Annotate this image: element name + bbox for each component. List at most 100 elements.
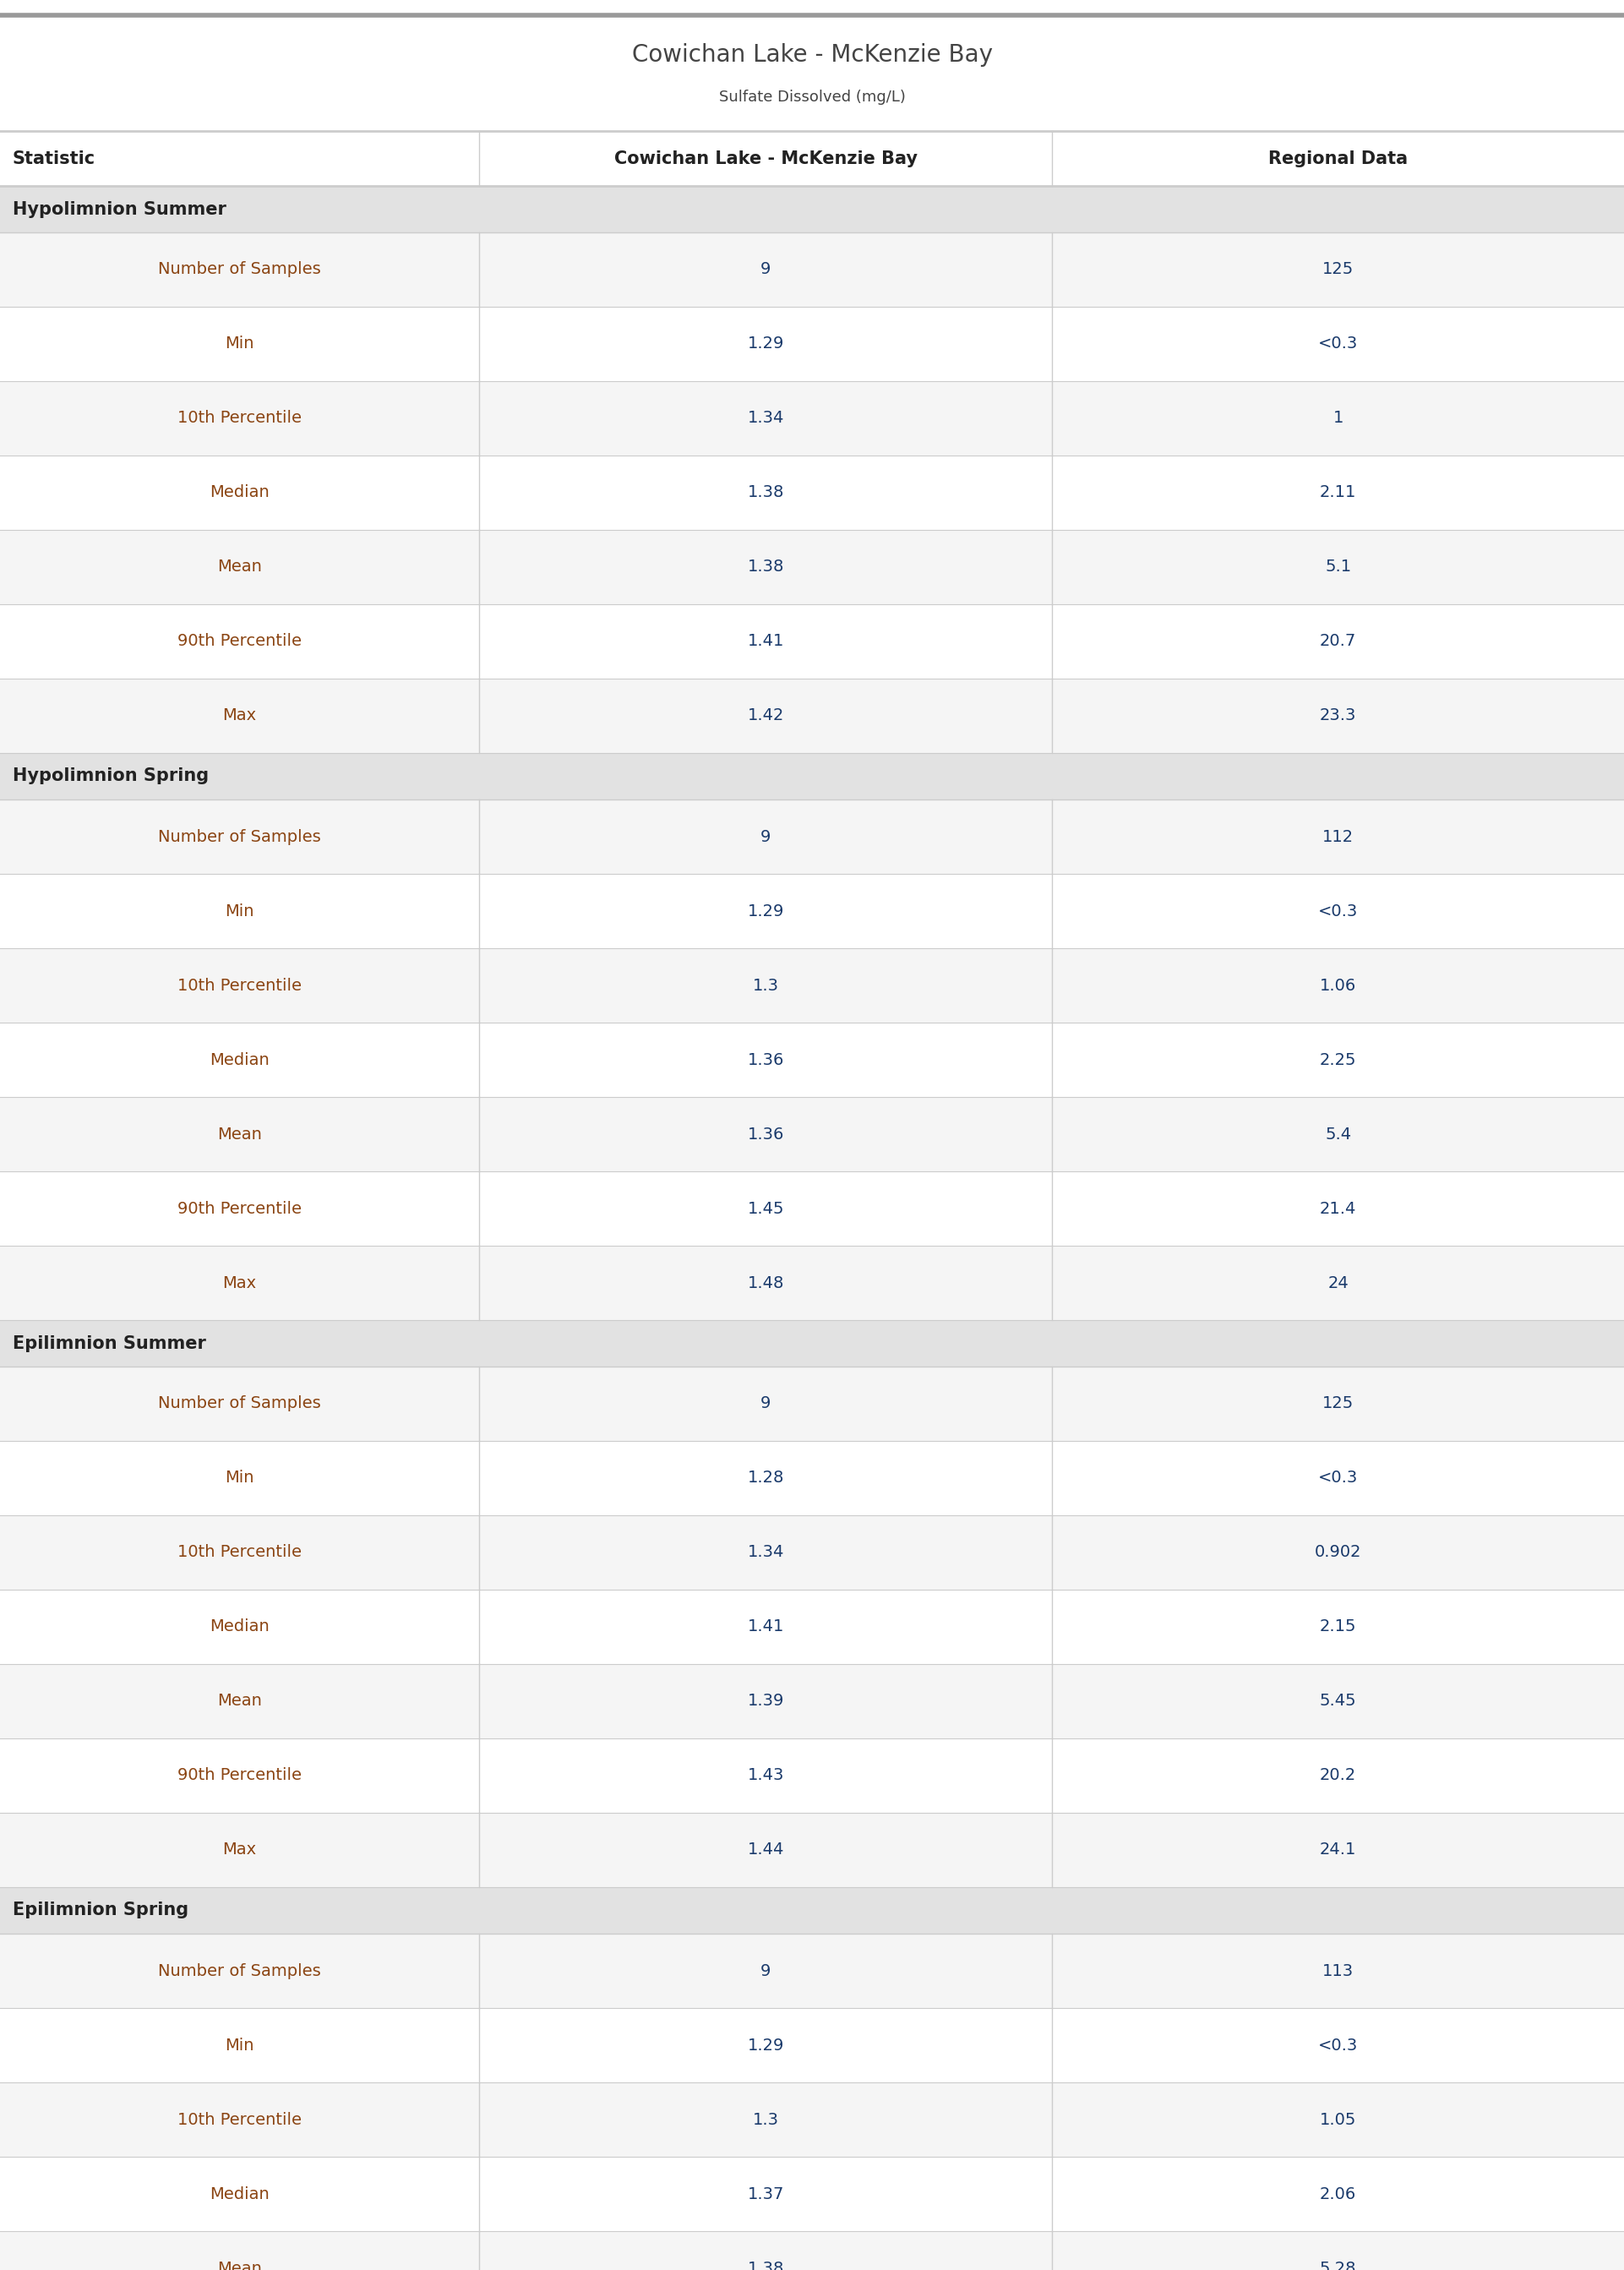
Text: 1: 1 [1333, 411, 1343, 427]
Text: Min: Min [226, 1471, 253, 1487]
Bar [0, 1516, 1624, 1589]
Text: 1.28: 1.28 [747, 1471, 784, 1487]
Text: 5.1: 5.1 [1325, 558, 1351, 574]
Text: 20.7: 20.7 [1320, 633, 1356, 649]
Bar [0, 1739, 1624, 1814]
Text: Statistic: Statistic [13, 150, 96, 168]
Text: 1.43: 1.43 [747, 1768, 784, 1784]
Text: Min: Min [226, 903, 253, 919]
Text: Hypolimnion Summer: Hypolimnion Summer [13, 200, 226, 218]
Text: 1.34: 1.34 [747, 411, 784, 427]
Text: 23.3: 23.3 [1320, 708, 1356, 724]
Text: 1.3: 1.3 [752, 978, 780, 994]
Text: 9: 9 [760, 1396, 771, 1412]
Bar [0, 1589, 1624, 1664]
Text: Min: Min [226, 336, 253, 352]
Text: 9: 9 [760, 261, 771, 277]
Text: 1.45: 1.45 [747, 1201, 784, 1217]
Text: 1.37: 1.37 [747, 2186, 784, 2202]
Text: Median: Median [209, 1619, 270, 1634]
Text: 10th Percentile: 10th Percentile [177, 2111, 302, 2127]
Bar [0, 306, 1624, 381]
Text: Median: Median [209, 486, 270, 502]
Text: 10th Percentile: 10th Percentile [177, 978, 302, 994]
Bar [0, 949, 1624, 1022]
Text: 9: 9 [760, 829, 771, 844]
Text: Mean: Mean [218, 558, 261, 574]
Text: 2.06: 2.06 [1320, 2186, 1356, 2202]
Text: 1.41: 1.41 [747, 1619, 784, 1634]
Text: 1.36: 1.36 [747, 1051, 784, 1067]
Text: 1.42: 1.42 [747, 708, 784, 724]
Text: 1.38: 1.38 [747, 2261, 784, 2270]
Text: 1.29: 1.29 [747, 903, 784, 919]
Text: <0.3: <0.3 [1319, 1471, 1358, 1487]
Bar [0, 1321, 1624, 1367]
Bar [0, 2009, 1624, 2082]
Bar [0, 1441, 1624, 1516]
Text: Max: Max [222, 1276, 257, 1292]
Text: Epilimnion Summer: Epilimnion Summer [13, 1335, 206, 1351]
Text: 24.1: 24.1 [1320, 1841, 1356, 1859]
Text: 125: 125 [1322, 261, 1354, 277]
Text: Min: Min [226, 2036, 253, 2054]
Text: Cowichan Lake - McKenzie Bay: Cowichan Lake - McKenzie Bay [614, 150, 918, 168]
Text: 113: 113 [1322, 1964, 1354, 1979]
Text: 5.45: 5.45 [1320, 1693, 1356, 1709]
Text: 10th Percentile: 10th Percentile [177, 411, 302, 427]
Bar [0, 604, 1624, 679]
Text: 125: 125 [1322, 1396, 1354, 1412]
Text: 1.06: 1.06 [1320, 978, 1356, 994]
Text: 1.38: 1.38 [747, 558, 784, 574]
Bar [0, 679, 1624, 754]
Bar [0, 799, 1624, 874]
Text: 1.05: 1.05 [1320, 2111, 1356, 2127]
Text: Mean: Mean [218, 1126, 261, 1142]
Text: 1.38: 1.38 [747, 486, 784, 502]
Text: Sulfate Dissolved (mg/L): Sulfate Dissolved (mg/L) [719, 89, 905, 104]
Text: 1.39: 1.39 [747, 1693, 784, 1709]
Bar [0, 754, 1624, 799]
Bar [0, 1246, 1624, 1321]
Text: Mean: Mean [218, 1693, 261, 1709]
Text: Mean: Mean [218, 2261, 261, 2270]
Text: 2.15: 2.15 [1320, 1619, 1356, 1634]
Bar [0, 132, 1624, 186]
Text: Median: Median [209, 2186, 270, 2202]
Bar [0, 232, 1624, 306]
Bar [0, 456, 1624, 529]
Text: 1.48: 1.48 [747, 1276, 784, 1292]
Bar [0, 1886, 1624, 1934]
Text: 90th Percentile: 90th Percentile [177, 1201, 302, 1217]
Text: Cowichan Lake - McKenzie Bay: Cowichan Lake - McKenzie Bay [632, 43, 992, 66]
Bar [0, 186, 1624, 232]
Text: 90th Percentile: 90th Percentile [177, 1768, 302, 1784]
Bar [0, 529, 1624, 604]
Text: <0.3: <0.3 [1319, 336, 1358, 352]
Text: Number of Samples: Number of Samples [158, 1396, 322, 1412]
Text: Hypolimnion Spring: Hypolimnion Spring [13, 767, 209, 785]
Text: Number of Samples: Number of Samples [158, 261, 322, 277]
Text: 90th Percentile: 90th Percentile [177, 633, 302, 649]
Text: 1.36: 1.36 [747, 1126, 784, 1142]
Text: Epilimnion Spring: Epilimnion Spring [13, 1902, 188, 1918]
Text: 2.11: 2.11 [1320, 486, 1356, 502]
Bar [0, 2156, 1624, 2231]
Text: 1.29: 1.29 [747, 2036, 784, 2054]
Bar [0, 1814, 1624, 1886]
Text: <0.3: <0.3 [1319, 903, 1358, 919]
Text: <0.3: <0.3 [1319, 2036, 1358, 2054]
Bar [0, 2082, 1624, 2156]
Bar [0, 1171, 1624, 1246]
Text: 0.902: 0.902 [1315, 1544, 1361, 1559]
Text: 2.25: 2.25 [1320, 1051, 1356, 1067]
Text: 1.29: 1.29 [747, 336, 784, 352]
Text: Regional Data: Regional Data [1268, 150, 1408, 168]
Text: Max: Max [222, 708, 257, 724]
Text: Max: Max [222, 1841, 257, 1859]
Text: 1.41: 1.41 [747, 633, 784, 649]
Bar [0, 1664, 1624, 1739]
Bar [0, 874, 1624, 949]
Text: 112: 112 [1322, 829, 1354, 844]
Text: 20.2: 20.2 [1320, 1768, 1356, 1784]
